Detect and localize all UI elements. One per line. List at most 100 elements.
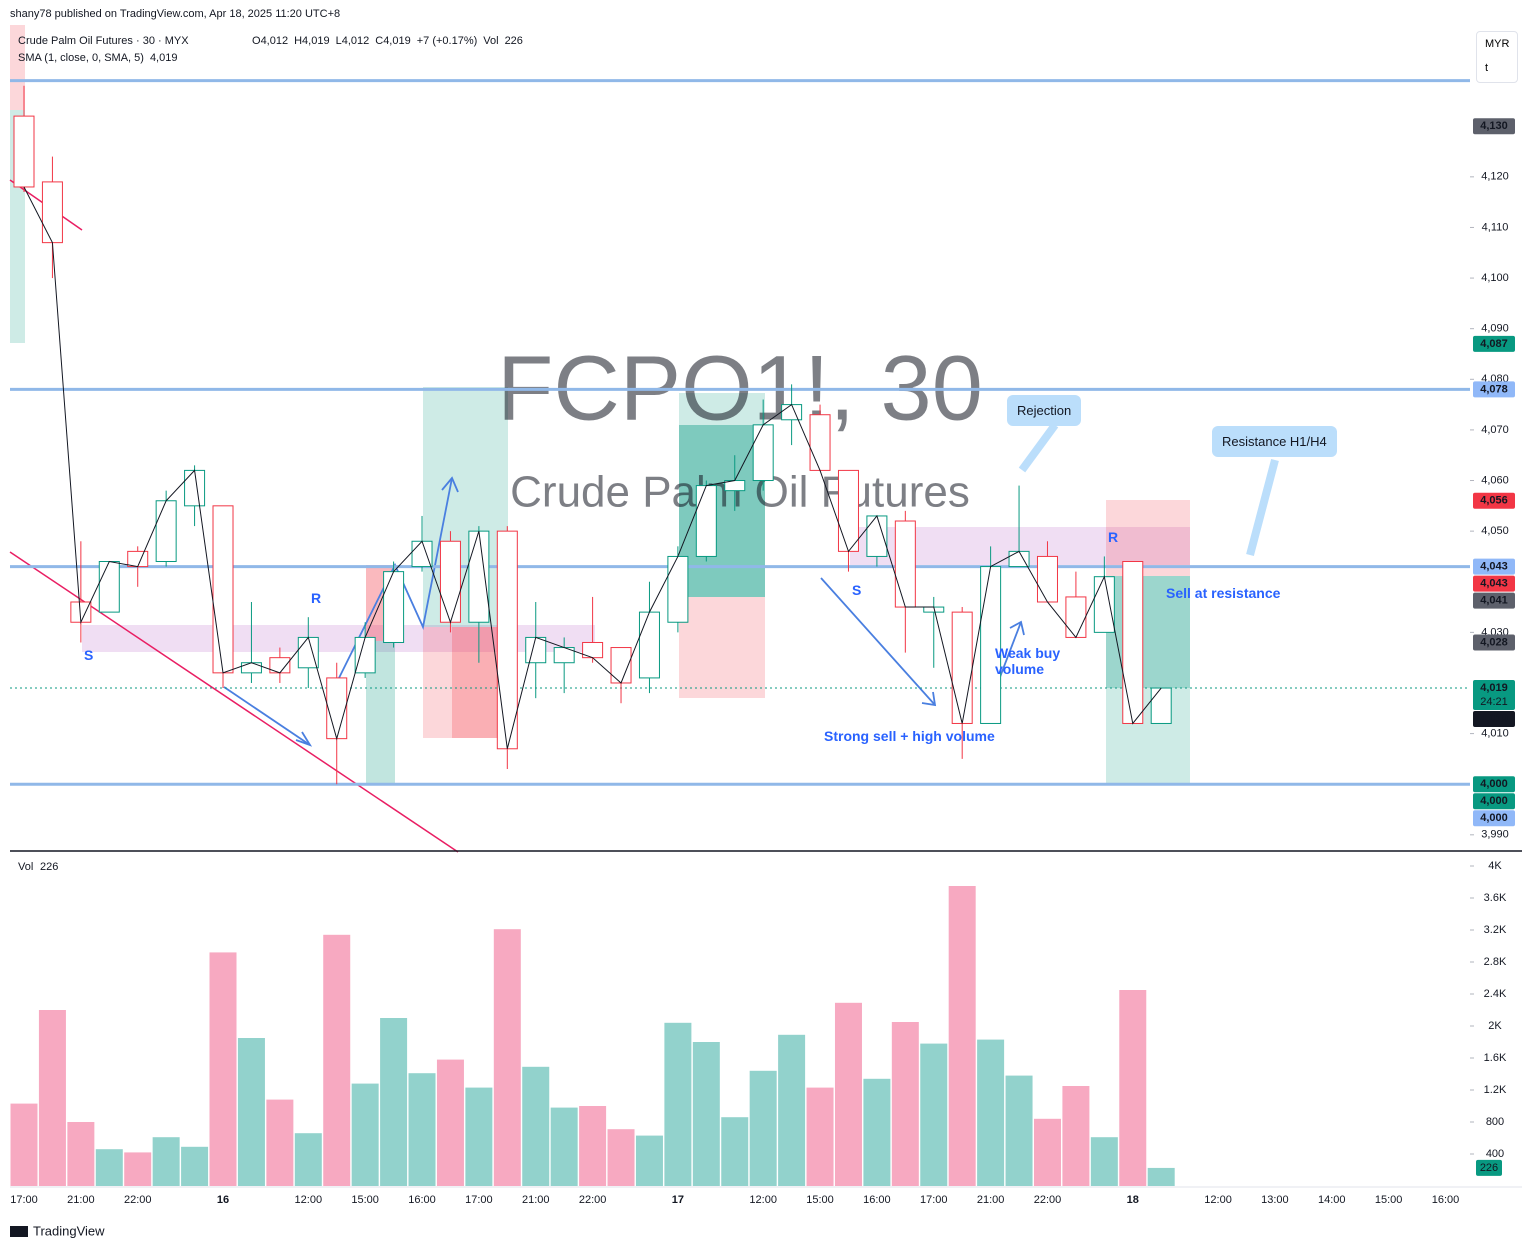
y-tick-label: 4,120 [1481, 171, 1509, 183]
candle-body [1065, 596, 1087, 638]
sma-line [23, 186, 1162, 749]
price-badge-label: 4,087 [1480, 338, 1508, 350]
volume-bar [436, 1059, 464, 1186]
volume-bar [323, 934, 351, 1186]
volume-bar [1147, 1167, 1175, 1186]
x-tick-label: 22:00 [124, 1194, 152, 1206]
x-tick-label: 16:00 [408, 1194, 436, 1206]
volume-bar [408, 1073, 436, 1186]
candle-body [1150, 687, 1172, 724]
annotation: Sell at resistance [1166, 585, 1281, 601]
countdown: 24:21 [1480, 696, 1508, 708]
ohlc-item: O [252, 35, 261, 47]
price-badge [1473, 776, 1515, 793]
price-badge-label: 4,078 [1480, 383, 1508, 395]
x-tick-label: 18 [1127, 1194, 1139, 1206]
x-tick-label: 21:00 [67, 1194, 95, 1206]
volume-bar [181, 1146, 209, 1186]
volume-bar [237, 1038, 265, 1186]
y-tick-label: 3.2K [1484, 924, 1507, 936]
volume-bar [522, 1066, 550, 1186]
annotation: Strong sell + high volume [824, 728, 995, 744]
x-tick-label: 12:00 [1204, 1194, 1232, 1206]
x-tick-label: 17:00 [10, 1194, 38, 1206]
candle-body [525, 636, 547, 664]
x-tick-label: 12:00 [295, 1194, 323, 1206]
volume-bar [465, 1087, 493, 1186]
price-badge [1473, 680, 1515, 711]
x-tick-label: 22:00 [579, 1194, 607, 1206]
candle-body [41, 181, 63, 244]
volume-bar [266, 1099, 294, 1186]
x-tick-label: 21:00 [522, 1194, 550, 1206]
marker: S [84, 647, 94, 663]
volume-bar [863, 1078, 891, 1186]
volume-bar [351, 1083, 379, 1186]
y-tick-label: 2.8K [1484, 956, 1507, 968]
y-tick-label: 1.2K [1484, 1084, 1507, 1096]
x-tick-label: 21:00 [977, 1194, 1005, 1206]
volume-bar [380, 1018, 408, 1186]
x-tick-label: 16:00 [1432, 1194, 1460, 1206]
candle-body [326, 677, 348, 740]
candle-body [439, 540, 461, 623]
symbol: Crude Palm Oil Futures · 30 · MYX [18, 35, 189, 47]
volume-badge-label: 226 [1480, 1162, 1498, 1174]
price-badge [1473, 558, 1515, 575]
price-badge-label: 4,043 [1480, 560, 1508, 572]
price-badge [1473, 492, 1515, 509]
price-badge-label: 4,000 [1480, 795, 1508, 807]
candle-body [13, 115, 35, 188]
candle-body [127, 550, 149, 568]
bubble: Rejection [1007, 395, 1082, 426]
volume-bar [749, 1070, 777, 1186]
ohlc-item: 4,012 [261, 35, 289, 47]
volume-bar [635, 1135, 663, 1186]
x-tick-label: 15:00 [806, 1194, 834, 1206]
candle-body [781, 404, 803, 421]
ohlc-item: 4,019 [302, 35, 330, 47]
y-tick-label: 400 [1486, 1148, 1504, 1160]
volume-bar [1119, 990, 1147, 1186]
x-tick-label: 17:00 [920, 1194, 948, 1206]
volume-bar [1062, 1086, 1090, 1186]
y-tick-label: 4,050 [1481, 525, 1509, 537]
volume-bar [493, 929, 521, 1186]
watermark-name: Crude Palm Oil Futures [510, 468, 970, 517]
ohlc-item: C [375, 35, 383, 47]
marker: R [311, 590, 322, 606]
price-badge [1473, 634, 1515, 651]
volume-bar [806, 1087, 834, 1186]
price-badge [1473, 711, 1515, 728]
x-tick-label: 12:00 [749, 1194, 777, 1206]
volume-bar [692, 1042, 720, 1186]
price-badge-label: 4,000 [1480, 812, 1508, 824]
sma-label: SMA (1, close, 0, SMA, 5) [18, 52, 144, 64]
currency: MYR [1485, 38, 1510, 50]
ohlc-item: Vol [483, 35, 498, 47]
price-badge [1473, 381, 1515, 398]
ohlc-item: L [336, 35, 342, 47]
candle-body [354, 636, 376, 674]
volume-bar [579, 1106, 607, 1186]
candle-body [1036, 555, 1058, 603]
ohlc-item: H [294, 35, 302, 47]
y-tick-label: 3,990 [1481, 829, 1509, 841]
x-tick-label: 16:00 [863, 1194, 891, 1206]
x-tick-label: 16 [217, 1194, 229, 1206]
footer: TradingView [33, 1223, 105, 1238]
candle-body [240, 662, 262, 674]
candle-body [951, 611, 973, 724]
volume-bar [209, 952, 237, 1186]
volume-title: Vol [18, 861, 33, 873]
volume-bar [607, 1129, 635, 1186]
ohlc-item: +7 (+0.17%) [417, 35, 478, 47]
volume-bar [891, 1022, 919, 1186]
y-tick-label: 2K [1488, 1020, 1502, 1032]
volume-bar [95, 1149, 123, 1186]
candle-body [155, 500, 177, 563]
marker: R [1108, 529, 1119, 545]
volume-bar [1005, 1075, 1033, 1186]
